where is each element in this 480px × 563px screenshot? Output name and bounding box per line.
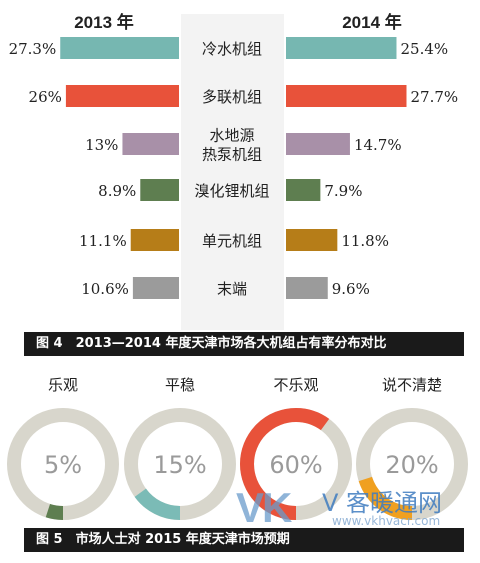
- donut-slice-3: [356, 408, 468, 520]
- bar-2013-0: [60, 37, 180, 59]
- donut-value-1: 15%: [153, 451, 206, 479]
- outlook-category-2: 不乐观: [273, 376, 318, 394]
- outlook-category-3: 说不清楚: [382, 376, 442, 394]
- share-comparison-chart: 2013 年 2014 年 27.3% 25.4% 冷水机组 26% 27.7% 多联机组…: [9, 12, 458, 330]
- value-label-2014-2: 14.7%: [354, 136, 402, 154]
- value-label-2013-2: 13%: [85, 136, 118, 154]
- outlook-category-1: 平稳: [165, 376, 195, 394]
- category-label-2-line-1: 热泵机组: [202, 146, 262, 164]
- category-label-2-line-0: 水地源: [209, 127, 254, 145]
- donut-slice-0: [7, 408, 119, 520]
- value-label-2014-1: 27.7%: [410, 88, 458, 106]
- bar-2014-0: [286, 37, 397, 59]
- value-label-2014-0: 25.4%: [400, 40, 448, 58]
- market-outlook-chart: 乐观 5% 平稳 15% 不乐观 60% 说不清楚 20%: [7, 376, 468, 520]
- value-label-2013-5: 10.6%: [81, 280, 129, 298]
- legend-2014: 2014 年: [342, 12, 402, 32]
- category-column-background: [181, 14, 284, 330]
- donut-value-0: 5%: [44, 451, 82, 479]
- donut-value-2: 60%: [269, 451, 322, 479]
- bar-2013-1: [65, 85, 179, 107]
- category-label-5: 末端: [217, 280, 247, 298]
- bar-2013-3: [140, 179, 179, 201]
- value-label-2014-5: 9.6%: [332, 280, 370, 298]
- bar-2014-3: [286, 179, 321, 201]
- value-label-2013-0: 27.3%: [9, 40, 57, 58]
- bar-2013-2: [122, 133, 179, 155]
- bar-2014-2: [286, 133, 350, 155]
- value-label-2013-1: 26%: [29, 88, 62, 106]
- outlook-category-0: 乐观: [48, 376, 78, 394]
- value-label-2014-3: 7.9%: [324, 182, 362, 200]
- value-label-2013-3: 8.9%: [98, 182, 136, 200]
- bar-2014-5: [286, 277, 328, 299]
- donut-value-3: 20%: [385, 451, 438, 479]
- figure5-caption: 图 5 市场人士对 2015 年度天津市场预期: [24, 528, 464, 552]
- donut-slice-2: [240, 408, 352, 520]
- category-label-0: 冷水机组: [202, 40, 262, 58]
- category-label-3: 溴化锂机组: [194, 182, 269, 200]
- bar-2013-4: [130, 229, 179, 251]
- value-label-2014-4: 11.8%: [341, 232, 389, 250]
- bar-2013-5: [132, 277, 179, 299]
- figure4-caption: 图 4 2013—2014 年度天津市场各大机组占有率分布对比: [24, 332, 464, 356]
- legend-2013: 2013 年: [74, 12, 134, 32]
- category-label-4: 单元机组: [202, 232, 262, 250]
- value-label-2013-4: 11.1%: [79, 232, 127, 250]
- bar-2014-4: [286, 229, 338, 251]
- category-label-1: 多联机组: [202, 88, 262, 106]
- bar-2014-1: [286, 85, 407, 107]
- donut-slice-1: [124, 408, 236, 520]
